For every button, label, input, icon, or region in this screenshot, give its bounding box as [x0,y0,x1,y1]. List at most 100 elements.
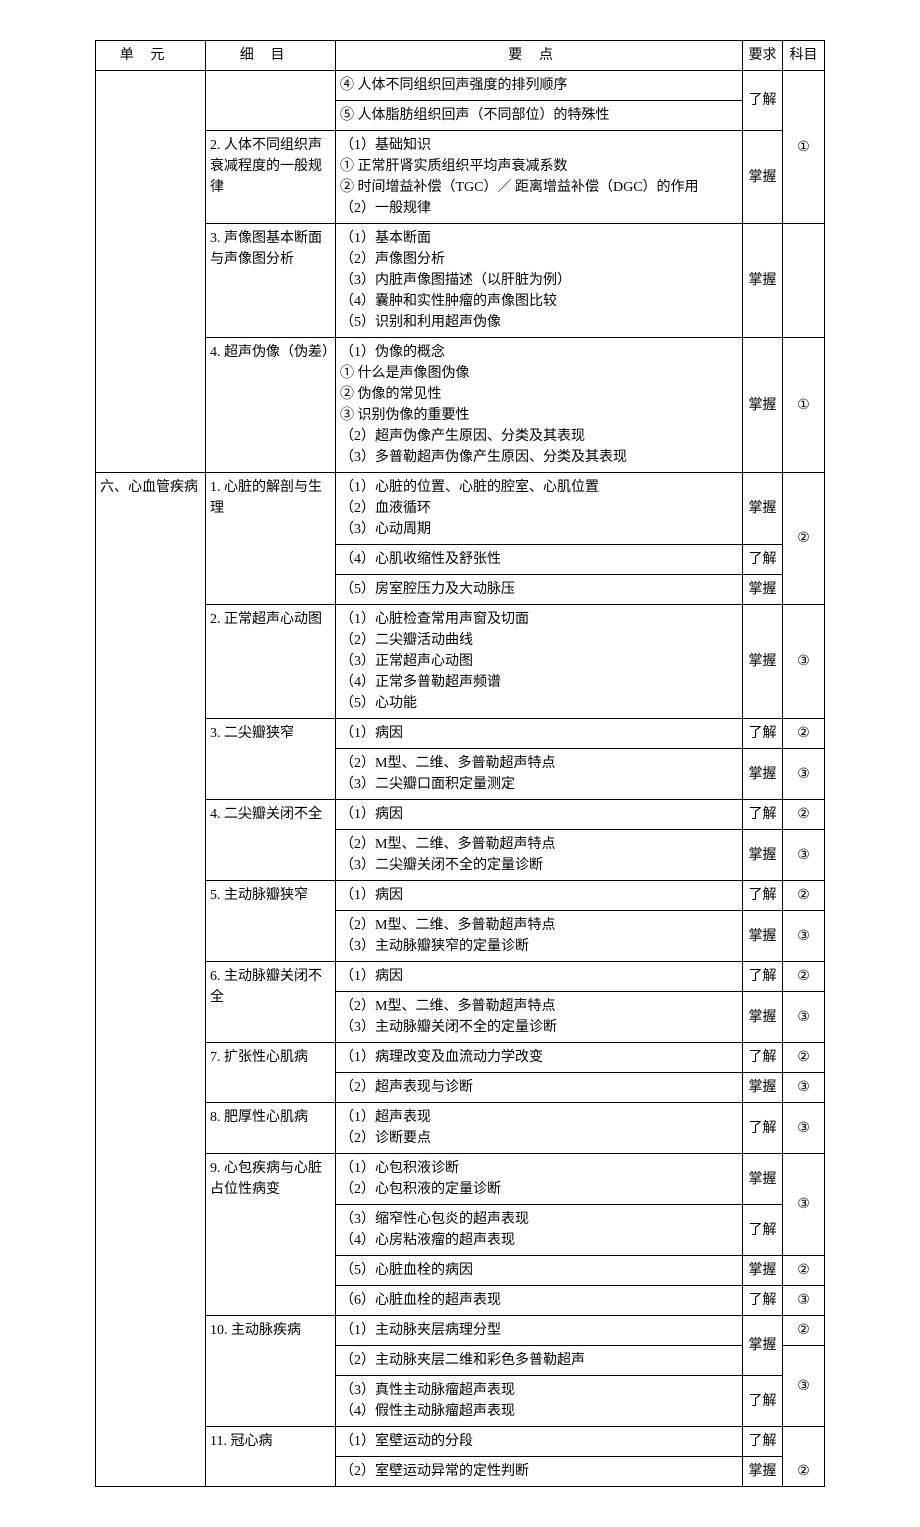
cell-sub: ③ [783,1073,825,1103]
cell-req: 了解 [743,962,783,992]
cell-point: （2）M型、二维、多普勒超声特点 （3）二尖瓣关闭不全的定量诊断 [336,830,743,881]
cell-sub [783,224,825,338]
cell-point: （1）病理改变及血流动力学改变 [336,1043,743,1073]
cell-point: （1）心脏的位置、心脏的腔室、心肌位置 （2）血液循环 （3）心动周期 [336,473,743,545]
cell-point: （2）M型、二维、多普勒超声特点 （3）主动脉瓣狭窄的定量诊断 [336,911,743,962]
cell-req: 掌握 [743,1256,783,1286]
cell-sub: ③ [783,749,825,800]
cell-point: （1）病因 [336,800,743,830]
row: 11. 冠心病 （1）室壁运动的分段 了解 ② [96,1427,825,1457]
cell-point: ⑤ 人体脂肪组织回声（不同部位）的特殊性 [336,101,743,131]
cell-detail: 8. 肥厚性心肌病 [206,1103,336,1154]
cell-detail: 3. 声像图基本断面与声像图分析 [206,224,336,338]
cell-sub: ② [783,1316,825,1346]
cell-point: （1）基础知识 ① 正常肝肾实质组织平均声衰减系数 ② 时间增益补偿（TGC）／… [336,131,743,224]
cell-point: （1）主动脉夹层病理分型 [336,1316,743,1346]
cell-point: （2）M型、二维、多普勒超声特点 （3）二尖瓣口面积定量测定 [336,749,743,800]
cell-req: 掌握 [743,473,783,545]
cell-sub: ③ [783,992,825,1043]
row-u6-start: 六、心血管疾病 1. 心脏的解剖与生理 （1）心脏的位置、心脏的腔室、心肌位置 … [96,473,825,545]
cell-req: 掌握 [743,1154,783,1205]
cell-point: （2）超声表现与诊断 [336,1073,743,1103]
row-d3: 3. 声像图基本断面与声像图分析 （1）基本断面 （2）声像图分析 （3）内脏声… [96,224,825,338]
header-row: 单元 细目 要点 要求 科目 [96,41,825,71]
cell-req: 掌握 [743,1457,783,1487]
cell-point: （1）心脏检查常用声窗及切面 （2）二尖瓣活动曲线 （3）正常超声心动图 （4）… [336,605,743,719]
cell-req: 掌握 [743,992,783,1043]
cell-req: 掌握 [743,224,783,338]
cell-unit-prev [96,71,206,473]
cell-unit-6: 六、心血管疾病 [96,473,206,1487]
cell-point: ④ 人体不同组织回声强度的排列顺序 [336,71,743,101]
cell-sub: ② [783,473,825,605]
row: 7. 扩张性心肌病 （1）病理改变及血流动力学改变 了解 ② [96,1043,825,1073]
hdr-sub: 科目 [783,41,825,71]
cell-detail: 3. 二尖瓣狭窄 [206,719,336,800]
cell-sub: ② [783,1427,825,1487]
cell-req: 了解 [743,1103,783,1154]
cell-sub: ② [783,719,825,749]
row-d4: 4. 超声伪像（伪差） （1）伪像的概念 ① 什么是声像图伪像 ② 伪像的常见性… [96,338,825,473]
cell-req: 掌握 [743,911,783,962]
cell-detail: 11. 冠心病 [206,1427,336,1487]
cell-sub: ③ [783,605,825,719]
cell-detail: 5. 主动脉瓣狭窄 [206,881,336,962]
cell-req: 了解 [743,1205,783,1256]
cell-detail: 4. 二尖瓣关闭不全 [206,800,336,881]
cell-detail: 9. 心包疾病与心脏占位性病变 [206,1154,336,1316]
cell-detail: 2. 人体不同组织声衰减程度的一般规律 [206,131,336,224]
row-d2: 2. 人体不同组织声衰减程度的一般规律 （1）基础知识 ① 正常肝肾实质组织平均… [96,131,825,224]
row: 8. 肥厚性心肌病 （1）超声表现 （2）诊断要点 了解 ③ [96,1103,825,1154]
cell-detail: 6. 主动脉瓣关闭不全 [206,962,336,1043]
cell-point: （1）伪像的概念 ① 什么是声像图伪像 ② 伪像的常见性 ③ 识别伪像的重要性 … [336,338,743,473]
cell-req: 掌握 [743,1073,783,1103]
cell-point: （1）基本断面 （2）声像图分析 （3）内脏声像图描述（以肝脏为例） （4）囊肿… [336,224,743,338]
cell-sub: ① [783,338,825,473]
cell-req: 了解 [743,1043,783,1073]
cell-sub: ③ [783,911,825,962]
cell-req: 了解 [743,71,783,131]
cell-point: （2）M型、二维、多普勒超声特点 （3）主动脉瓣关闭不全的定量诊断 [336,992,743,1043]
row: 4. 二尖瓣关闭不全 （1）病因 了解 ② [96,800,825,830]
cell-point: （5）心脏血栓的病因 [336,1256,743,1286]
cell-sub: ② [783,881,825,911]
page: 单元 细目 要点 要求 科目 ④ 人体不同组织回声强度的排列顺序 了解 ① ⑤ … [0,0,920,1527]
hdr-point: 要点 [336,41,743,71]
row: 3. 二尖瓣狭窄 （1）病因 了解 ② [96,719,825,749]
cell-req: 了解 [743,545,783,575]
cell-detail: 1. 心脏的解剖与生理 [206,473,336,605]
cell-req: 掌握 [743,131,783,224]
row: 2. 正常超声心动图 （1）心脏检查常用声窗及切面 （2）二尖瓣活动曲线 （3）… [96,605,825,719]
cell-point: （2）主动脉夹层二维和彩色多普勒超声 [336,1346,743,1376]
cell-req: 了解 [743,881,783,911]
cell-sub: ② [783,1256,825,1286]
cell-req: 掌握 [743,338,783,473]
cell-sub: ① [783,71,825,224]
cell-point: （3）真性主动脉瘤超声表现 （4）假性主动脉瘤超声表现 [336,1376,743,1427]
cell-req: 了解 [743,719,783,749]
cell-detail-prev [206,71,336,131]
cell-detail: 7. 扩张性心肌病 [206,1043,336,1103]
cell-detail: 10. 主动脉疾病 [206,1316,336,1427]
cell-point: （1）超声表现 （2）诊断要点 [336,1103,743,1154]
hdr-req: 要求 [743,41,783,71]
cell-point: （5）房室腔压力及大动脉压 [336,575,743,605]
row: 9. 心包疾病与心脏占位性病变 （1）心包积液诊断 （2）心包积液的定量诊断 掌… [96,1154,825,1205]
row: 5. 主动脉瓣狭窄 （1）病因 了解 ② [96,881,825,911]
cell-point: （1）心包积液诊断 （2）心包积液的定量诊断 [336,1154,743,1205]
cell-sub: ② [783,800,825,830]
cell-sub: ② [783,962,825,992]
row: 6. 主动脉瓣关闭不全 （1）病因 了解 ② [96,962,825,992]
cell-point: （4）心肌收缩性及舒张性 [336,545,743,575]
row-prev-4: ④ 人体不同组织回声强度的排列顺序 了解 ① [96,71,825,101]
cell-point: （1）病因 [336,719,743,749]
cell-point: （1）病因 [336,881,743,911]
cell-detail: 4. 超声伪像（伪差） [206,338,336,473]
cell-req: 了解 [743,800,783,830]
cell-req: 掌握 [743,1316,783,1376]
cell-sub: ③ [783,1154,825,1256]
cell-detail: 2. 正常超声心动图 [206,605,336,719]
cell-point: （1）室壁运动的分段 [336,1427,743,1457]
cell-req: 掌握 [743,749,783,800]
cell-req: 掌握 [743,605,783,719]
